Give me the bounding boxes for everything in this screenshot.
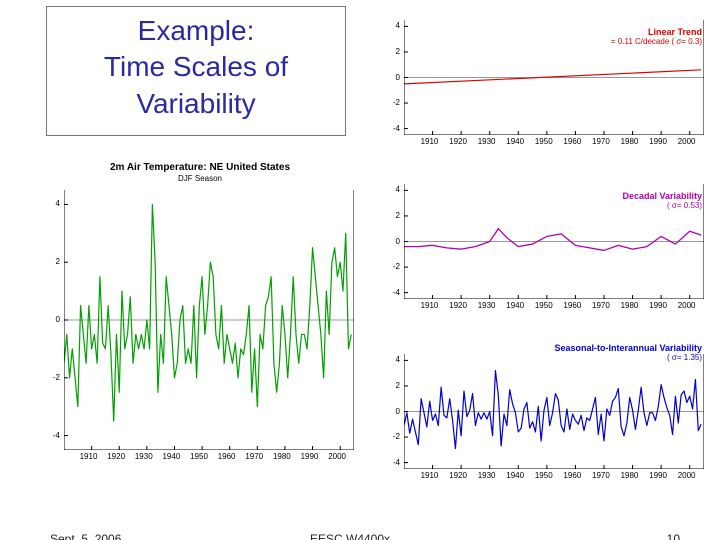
seasonal-chart-y-labels: -4-2024 <box>380 354 402 469</box>
trend-chart-y-labels: -4-2024 <box>380 20 402 135</box>
slide-title: Example:Time Scales ofVariability <box>46 6 346 136</box>
footer-date: Sept. 5, 2006 <box>50 532 121 540</box>
seasonal-chart-svg <box>404 354 704 469</box>
decadal-chart-y-labels: -4-2024 <box>380 184 402 299</box>
main-chart: 2m Air Temperature: NE United States DJF… <box>40 160 360 480</box>
footer-course: EESC W4400x <box>310 532 390 540</box>
decadal-chart-x-labels: 1910192019301940195019601970198019902000 <box>404 301 704 313</box>
decadal-chart-svg <box>404 184 704 299</box>
seasonal-chart-x-labels: 1910192019301940195019601970198019902000 <box>404 471 704 483</box>
trend-chart-x-labels: 1910192019301940195019601970198019902000 <box>404 137 704 149</box>
main-chart-y-labels: -4-2024 <box>40 190 62 450</box>
trend-chart: Linear Trend = 0.11 C/decade ( σ= 0.3) 1… <box>380 8 710 158</box>
main-chart-title: 2m Air Temperature: NE United States <box>40 162 360 173</box>
title-text: Example:Time Scales ofVariability <box>104 15 288 119</box>
main-chart-svg <box>64 190 354 450</box>
trend-chart-svg <box>404 20 704 135</box>
decadal-chart: Decadal Variability ( σ= 0.53) 191019201… <box>380 172 710 322</box>
main-chart-x-labels: 1910192019301940195019601970198019902000 <box>64 452 354 464</box>
seasonal-chart: Seasonal-to-Interannual Variability ( σ=… <box>380 336 710 496</box>
footer-page: 10 <box>667 532 680 540</box>
main-chart-subtitle: DJF Season <box>40 174 360 183</box>
